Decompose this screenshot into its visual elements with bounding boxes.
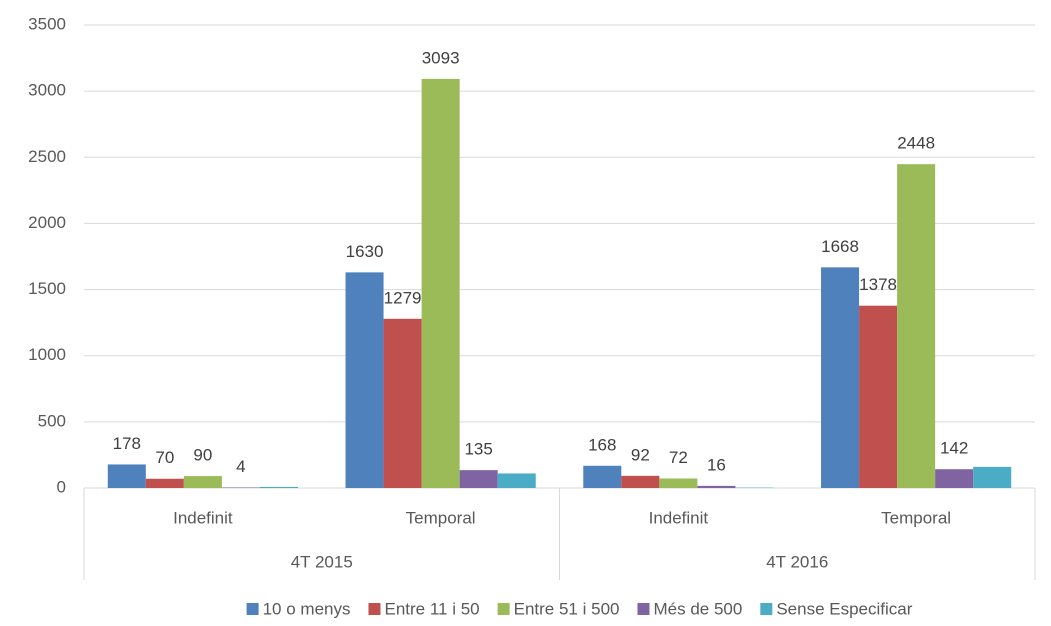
legend-swatch — [368, 603, 381, 615]
bar — [697, 485, 736, 488]
bar — [497, 473, 536, 488]
bar — [183, 476, 222, 488]
y-tick-label: 2500 — [28, 147, 66, 166]
y-tick-label: 500 — [38, 411, 66, 430]
x-tick-label: Indefinit — [173, 508, 233, 527]
bar — [145, 478, 184, 488]
data-label: 1378 — [859, 275, 897, 294]
data-label: 1279 — [384, 288, 422, 307]
y-tick-label: 3000 — [28, 81, 66, 100]
legend-label: Sense Especificar — [776, 599, 912, 618]
data-label: 1630 — [346, 242, 384, 261]
legend-swatch — [497, 603, 510, 615]
legend-label: 10 o menys — [263, 599, 351, 618]
legend-swatch — [637, 603, 650, 615]
data-label: 178 — [113, 434, 141, 453]
bar — [421, 78, 460, 489]
bar — [935, 469, 974, 488]
y-tick-label: 3500 — [28, 14, 66, 33]
data-label: 70 — [155, 448, 174, 467]
x-tick-label: Temporal — [406, 508, 476, 527]
bar — [621, 475, 660, 488]
legend-label: Entre 51 i 500 — [514, 599, 620, 618]
data-label: 2448 — [897, 134, 935, 153]
y-tick-label: 1000 — [28, 345, 66, 364]
bar — [459, 470, 498, 488]
bar — [659, 478, 698, 488]
y-tick-label: 0 — [57, 477, 66, 496]
data-label: 90 — [193, 446, 212, 465]
bar — [383, 318, 422, 488]
y-tick-label: 1500 — [28, 279, 66, 298]
legend-label: Entre 11 i 50 — [384, 599, 479, 618]
bar — [259, 486, 298, 488]
y-tick-label: 2000 — [28, 213, 66, 232]
data-label: 1668 — [821, 237, 859, 256]
data-label: 142 — [940, 439, 968, 458]
data-label: 168 — [588, 435, 616, 454]
data-label: 4 — [236, 457, 245, 476]
data-label: 135 — [464, 440, 492, 459]
bar — [221, 487, 260, 488]
group-label: 4T 2015 — [291, 552, 353, 571]
legend-swatch — [760, 603, 773, 615]
data-label: 3093 — [422, 48, 460, 67]
bar — [859, 305, 898, 488]
x-tick-label: Temporal — [881, 508, 951, 527]
data-label: 92 — [631, 445, 650, 464]
x-tick-label: Indefinit — [649, 508, 709, 527]
bar — [897, 164, 936, 489]
data-label: 16 — [707, 455, 726, 474]
legend-label: Més de 500 — [653, 599, 742, 618]
legend-swatch — [246, 603, 259, 615]
bar — [821, 267, 860, 488]
bar — [345, 272, 384, 488]
data-label: 72 — [669, 448, 688, 467]
bar — [583, 465, 622, 488]
bar — [107, 464, 146, 488]
bar — [973, 466, 1012, 488]
group-label: 4T 2016 — [766, 552, 828, 571]
